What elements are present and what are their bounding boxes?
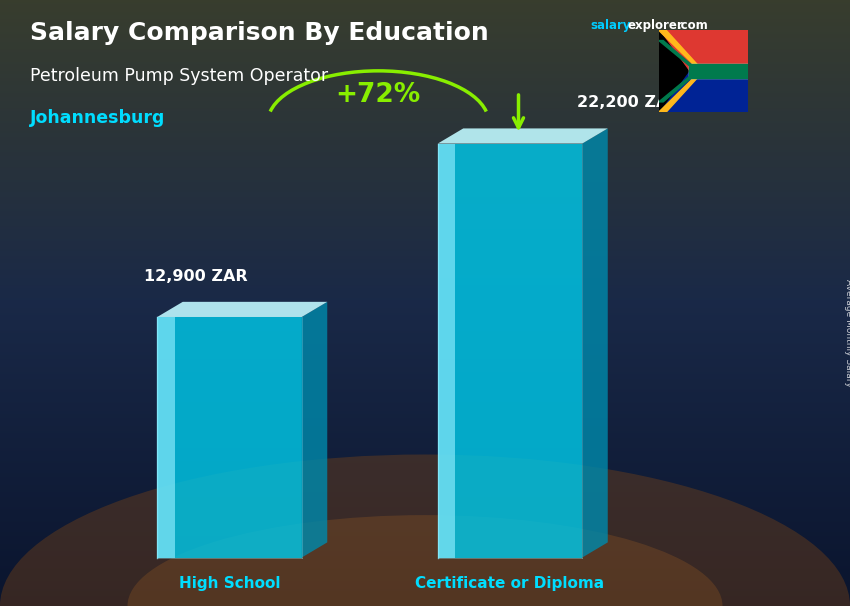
Polygon shape <box>438 128 608 144</box>
Text: Johannesburg: Johannesburg <box>30 109 165 127</box>
Polygon shape <box>157 317 174 558</box>
Text: Average Monthly Salary: Average Monthly Salary <box>844 279 850 387</box>
Text: High School: High School <box>178 576 280 591</box>
Ellipse shape <box>128 515 722 606</box>
Text: salary: salary <box>591 19 632 32</box>
Bar <box>659 72 748 112</box>
Polygon shape <box>157 302 327 317</box>
Polygon shape <box>659 30 688 112</box>
Polygon shape <box>157 317 302 558</box>
Text: 12,900 ZAR: 12,900 ZAR <box>144 268 247 284</box>
Text: .com: .com <box>677 19 708 32</box>
Polygon shape <box>659 30 703 112</box>
Text: Petroleum Pump System Operator: Petroleum Pump System Operator <box>30 67 328 85</box>
Polygon shape <box>438 144 582 558</box>
Polygon shape <box>582 128 608 558</box>
Text: Certificate or Diploma: Certificate or Diploma <box>416 576 604 591</box>
Text: Salary Comparison By Education: Salary Comparison By Education <box>30 21 489 45</box>
Bar <box>688 64 748 78</box>
Bar <box>688 30 748 65</box>
Bar <box>688 64 748 72</box>
Ellipse shape <box>0 454 850 606</box>
Text: 22,200 ZAR: 22,200 ZAR <box>577 95 681 110</box>
Bar <box>688 72 748 78</box>
Text: explorer: explorer <box>627 19 683 32</box>
Polygon shape <box>302 302 327 558</box>
Bar <box>659 30 748 72</box>
Text: +72%: +72% <box>336 82 421 108</box>
Bar <box>688 78 748 112</box>
Polygon shape <box>659 41 699 102</box>
Polygon shape <box>438 144 455 558</box>
